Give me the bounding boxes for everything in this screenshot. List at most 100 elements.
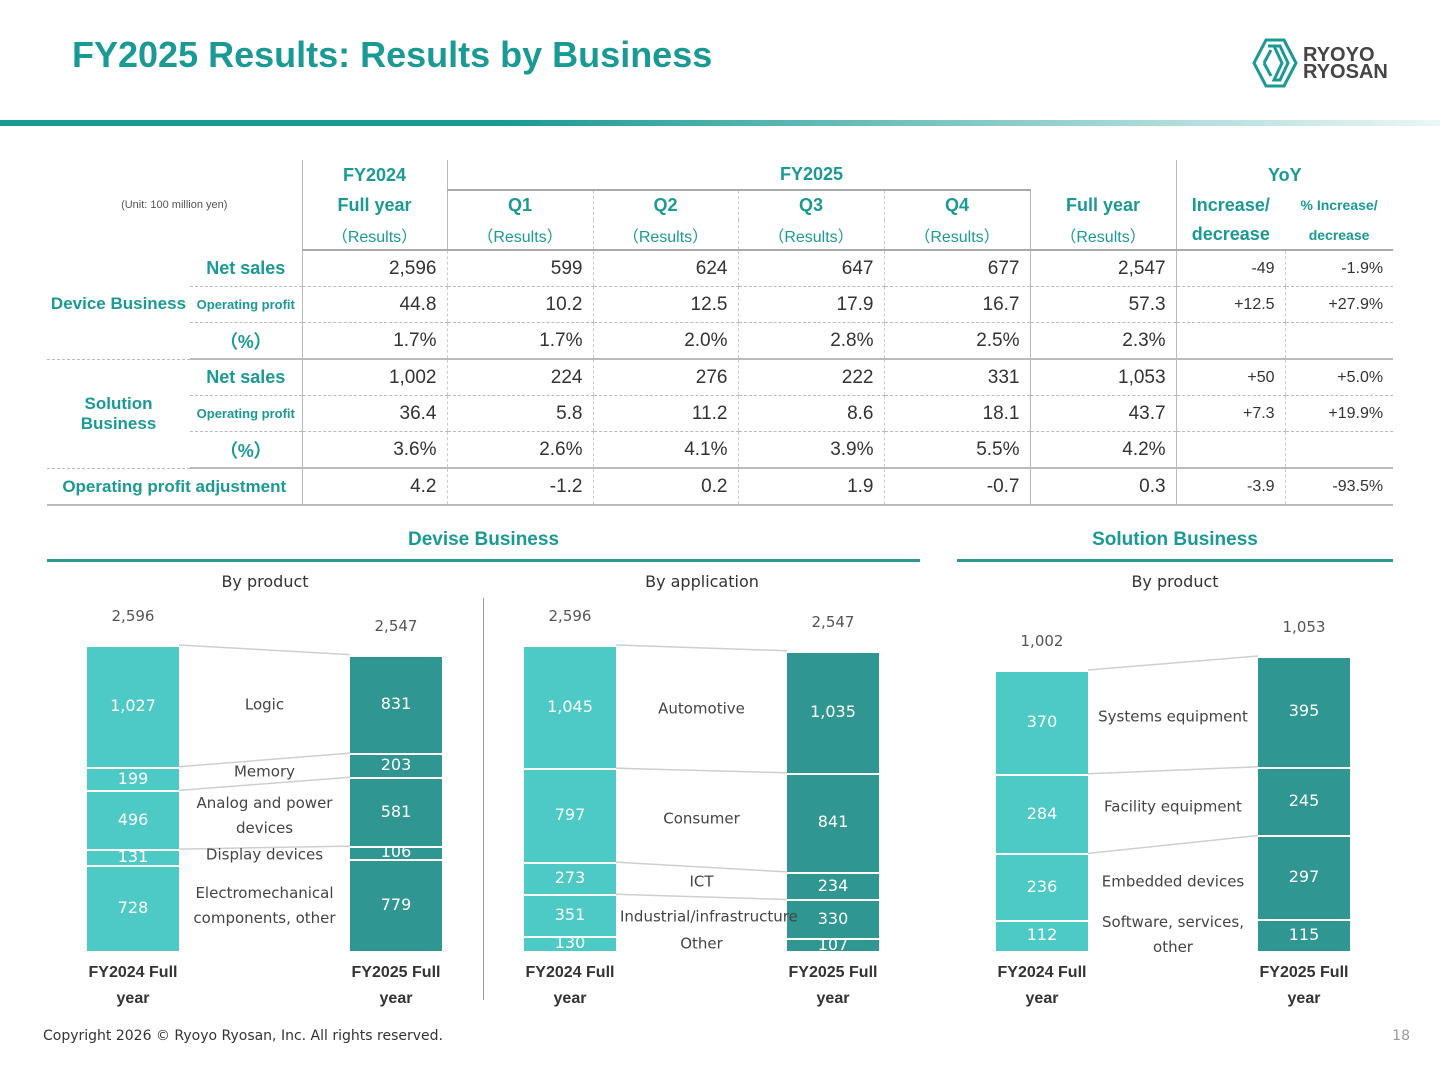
table-cell: 624	[592, 250, 738, 287]
table-cell: 224	[446, 359, 593, 396]
column-header: Q3	[737, 189, 884, 220]
bar-segment	[87, 864, 179, 951]
connector	[178, 644, 351, 656]
logo-text: RYOSAN	[1303, 61, 1388, 83]
total-label: 2,547	[811, 612, 855, 631]
table-cell: 1,053	[1029, 359, 1177, 396]
data-label: 370	[1026, 711, 1058, 731]
chart-subtitle: By product	[221, 572, 309, 591]
table-cell: 18.1	[883, 395, 1030, 432]
data-label: 130	[554, 933, 586, 953]
connector	[615, 767, 788, 774]
data-label: 351	[554, 904, 586, 924]
series-label: Analog and power devices	[196, 793, 333, 837]
chart-subtitle: By product	[1131, 572, 1219, 591]
bar-segment	[524, 935, 616, 951]
header-rule	[0, 120, 1440, 126]
table-cell: 5.5%	[883, 431, 1030, 469]
table-cell: 11.2	[592, 395, 738, 432]
data-label: 199	[117, 768, 149, 788]
data-label: 112	[1026, 925, 1058, 945]
table-cell: +7.3	[1175, 395, 1286, 432]
column-note: （Results）	[592, 220, 738, 251]
table-cell: 2.8%	[737, 322, 884, 360]
column-header: Q2	[592, 189, 738, 220]
table-cell: 331	[883, 359, 1030, 396]
section-rule	[957, 559, 1393, 562]
series-label: Other	[680, 934, 723, 953]
column-header: decrease	[1285, 220, 1394, 251]
total-label: 2,596	[111, 607, 155, 625]
column-header: FY2024	[301, 160, 447, 190]
column-header: % Increase/	[1300, 197, 1378, 213]
results-table: (Unit: 100 million yen) FY2024 FY2025 Yo…	[47, 160, 1394, 506]
bar-segment	[87, 790, 179, 850]
table-cell: 1.9	[737, 468, 884, 506]
table-cell: 2.5%	[883, 322, 1030, 360]
data-label: 831	[380, 693, 412, 713]
data-label: 297	[1288, 867, 1320, 887]
column-note: （Results）	[446, 220, 593, 251]
bar-segment	[996, 919, 1088, 951]
table-cell: 16.7	[883, 286, 1030, 323]
column-note: （Results）	[883, 220, 1030, 251]
table-cell: 599	[446, 250, 593, 287]
table-body: Device Business Net sales 2,596 599 624 647 67…	[47, 250, 1394, 506]
bar-segment	[996, 773, 1088, 854]
row-label: Operating profit	[190, 286, 302, 323]
bar-segment	[350, 654, 442, 754]
x-tick-label: FY2024 Full year	[997, 964, 1087, 1007]
data-label: 234	[817, 875, 849, 895]
data-label: 203	[380, 755, 412, 775]
table-cell: 2,596	[301, 250, 447, 287]
series-label: Facility equipment	[1104, 797, 1242, 816]
x-tick-label: FY2025 Full year	[788, 964, 878, 1007]
series-label: Automotive	[658, 699, 745, 718]
table-cell	[1284, 431, 1394, 469]
x-tick-label: FY2024 Full year	[525, 964, 615, 1007]
bar-segment	[787, 772, 879, 872]
table-cell: 1.7%	[446, 322, 593, 360]
table-cell: +50	[1175, 359, 1286, 396]
data-label: 779	[380, 894, 412, 914]
logo-text: RYOYO	[1303, 44, 1375, 66]
bar-segment	[996, 670, 1088, 774]
connector	[178, 845, 351, 850]
bar-segment	[787, 871, 879, 900]
row-label: （%）	[190, 322, 302, 360]
data-label: 728	[117, 897, 149, 917]
group-label: Solution Business	[47, 359, 190, 469]
table-cell: -1.9%	[1284, 250, 1394, 287]
row-label: Net sales	[190, 250, 302, 287]
group-label: Operating profit adjustment	[47, 468, 302, 506]
data-label: 273	[554, 868, 586, 888]
table-cell: 1,002	[301, 359, 447, 396]
section-rule	[47, 559, 920, 562]
bar-segment	[1258, 918, 1350, 951]
table-cell: +5.0%	[1284, 359, 1394, 396]
table-cell: 5.8	[446, 395, 593, 432]
data-label: 284	[1026, 803, 1058, 823]
table-cell	[1284, 322, 1394, 360]
table-cell: 1.7%	[301, 322, 447, 360]
data-label: 1,045	[547, 696, 593, 716]
table-cell: 2.3%	[1029, 322, 1177, 360]
table-cell: 0.3	[1029, 468, 1177, 506]
column-header: Increase/	[1175, 190, 1286, 220]
bar-segment	[524, 862, 616, 895]
connector	[178, 752, 351, 768]
table-cell: 276	[592, 359, 738, 396]
connector	[1087, 655, 1259, 671]
column-header: Full year	[301, 190, 447, 220]
connector	[615, 893, 788, 901]
table-row: Solution Business Net sales 1,002 224 276 222…	[47, 359, 1394, 469]
data-label: 131	[117, 846, 149, 866]
column-header: FY2025	[446, 160, 1177, 190]
connector	[178, 776, 351, 792]
table-cell: 4.2%	[1029, 431, 1177, 469]
table-cell: 4.1%	[592, 431, 738, 469]
table-cell: -0.7	[883, 468, 1030, 506]
column-note: （Results）	[737, 220, 884, 251]
table-cell: 647	[737, 250, 884, 287]
